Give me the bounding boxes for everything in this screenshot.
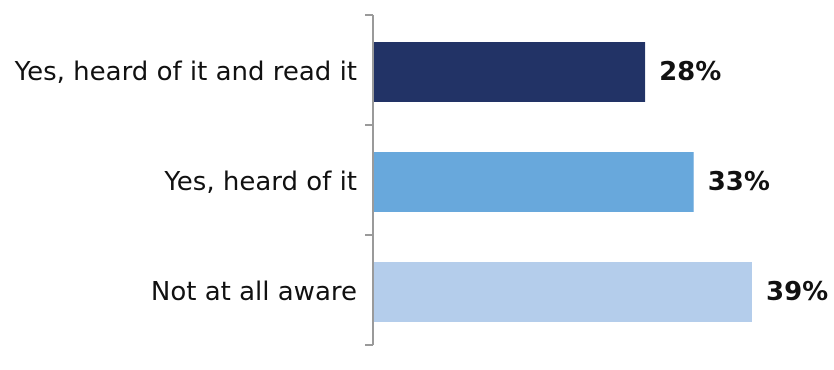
bar-3 — [373, 262, 752, 322]
y-axis — [365, 14, 374, 346]
labels-group: Yes, heard of it and read it 28% Yes, hear… — [14, 57, 829, 307]
bars-group — [373, 42, 752, 322]
bar-1 — [373, 42, 646, 102]
category-label: Yes, heard of it and read it — [14, 57, 357, 87]
data-label: 39% — [766, 277, 828, 307]
data-label: 33% — [708, 167, 770, 197]
bar-2 — [373, 152, 694, 212]
category-label: Not at all aware — [151, 277, 357, 307]
data-label: 28% — [659, 57, 721, 87]
category-label: Yes, heard of it — [163, 167, 357, 197]
